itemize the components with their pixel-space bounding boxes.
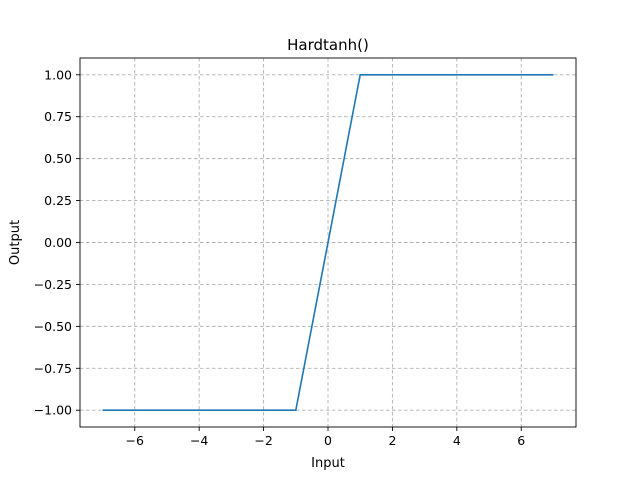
y-tick-label: 0.25: [44, 193, 72, 208]
y-tick-label: 0.50: [44, 151, 72, 166]
x-axis: −6 −4 −2 0 2 4 6: [126, 427, 525, 448]
series-line: [102, 73, 554, 412]
y-tick-label: −0.75: [34, 361, 72, 376]
x-tick-label: 0: [324, 433, 332, 448]
x-tick-label: 4: [453, 433, 461, 448]
y-axis-label: Output: [8, 220, 23, 265]
chart-title: Hardtanh(): [287, 36, 369, 54]
y-tick-label: −0.50: [34, 319, 72, 334]
y-tick-label: −0.25: [34, 277, 72, 292]
x-tick-label: −2: [254, 433, 272, 448]
x-tick-label: −6: [126, 433, 144, 448]
x-tick-label: 2: [388, 433, 396, 448]
y-tick-label: 1.00: [44, 67, 72, 82]
x-tick-label: 6: [517, 433, 525, 448]
y-tick-label: 0.75: [44, 109, 72, 124]
x-tick-label: −4: [190, 433, 208, 448]
series-layer: [102, 73, 554, 412]
x-axis-label: Input: [311, 456, 345, 471]
y-tick-label: −1.00: [34, 403, 72, 418]
y-tick-label: 0.00: [44, 235, 72, 250]
y-axis: −1.00 −0.75 −0.50 −0.25 0.00 0.25 0.50 0.75 1.00: [34, 67, 80, 418]
